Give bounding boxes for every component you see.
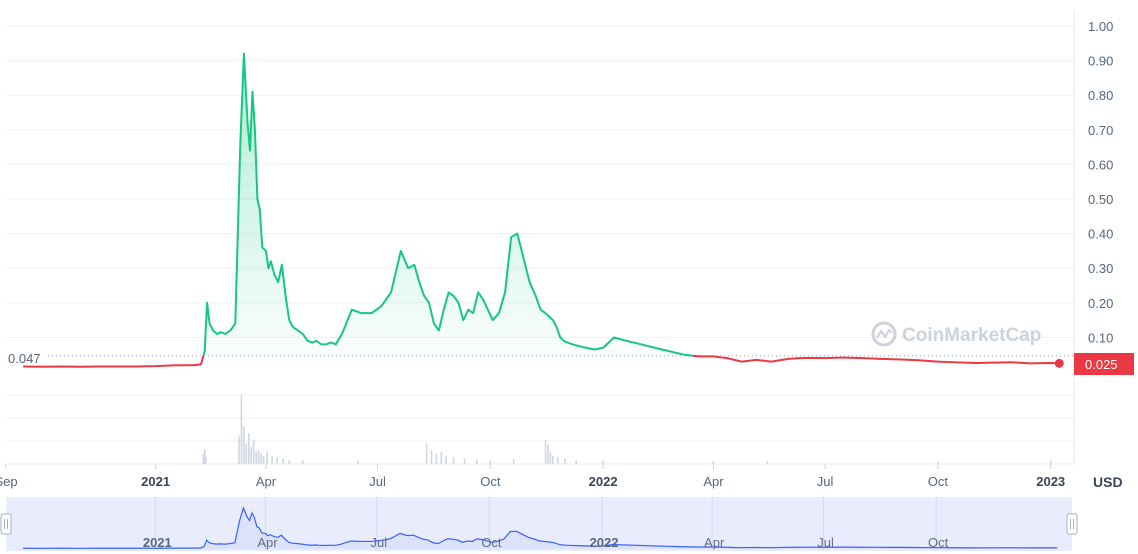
- x-tick-label: Oct: [480, 474, 501, 489]
- y-tick-label: 0.50: [1088, 192, 1113, 207]
- y-axis-ticks: 1.00 0.90 0.80 0.70 0.60 0.50 0.40 0.30 0.20 0.10: [1088, 19, 1113, 345]
- volume-bar: [245, 443, 248, 464]
- navigator-grid: [154, 497, 937, 551]
- y-tick-label: 0.90: [1088, 54, 1113, 69]
- navigator-selection[interactable]: [6, 497, 1072, 551]
- volume-bar: [301, 460, 304, 464]
- x-tick-label: Jul: [817, 474, 834, 489]
- volume-bar: [271, 455, 273, 464]
- volume-bar: [260, 453, 262, 464]
- watermark-text: CoinMarketCap: [902, 325, 1041, 346]
- volume-bar: [240, 395, 243, 464]
- volume-bar: [288, 459, 291, 464]
- x-tick-label: 2021: [141, 474, 170, 489]
- y-tick-label: 0.30: [1088, 261, 1113, 276]
- volume-bar: [243, 426, 245, 464]
- price-line-above-reference: [202, 52, 694, 357]
- y-tick-label: 0.40: [1088, 227, 1113, 242]
- y-tick-label: 0.80: [1088, 88, 1113, 103]
- navigator-area: [23, 508, 1058, 549]
- volume-bar: [276, 457, 278, 464]
- price-line-below-reference: [23, 354, 1060, 368]
- volume-bar: [205, 457, 207, 464]
- volume-bar: [463, 458, 466, 464]
- navigator-tick-label: Jul: [371, 535, 388, 550]
- volume-bars: [202, 395, 1052, 464]
- navigator-tick-label: 2021: [143, 535, 172, 550]
- volume-bar: [544, 439, 547, 464]
- x-tick-label: Apr: [703, 474, 724, 489]
- volume-bar: [556, 457, 559, 464]
- volume-bar: [266, 451, 268, 464]
- navigator-handle-right[interactable]: [1066, 513, 1078, 535]
- volume-bar: [202, 453, 205, 464]
- y-tick-label: 0.20: [1088, 296, 1113, 311]
- reference-line-label: 0.047: [8, 351, 41, 366]
- volume-bar: [476, 459, 478, 464]
- volume-bar: [255, 451, 257, 464]
- navigator-tick-label: Apr: [257, 535, 278, 550]
- volume-bar: [937, 461, 939, 464]
- volume-bar: [430, 450, 433, 464]
- navigator-tick-label: Oct: [928, 535, 949, 550]
- x-axis-ticks: Sep 2021 Apr Jul Oct 2022 Apr Jul Oct 2023: [0, 464, 1065, 489]
- navigator-tick-label: Jul: [817, 535, 834, 550]
- navigator[interactable]: 2021 Apr Jul Oct 2022 Apr Jul Oct: [0, 497, 1078, 551]
- y-tick-label: 0.60: [1088, 157, 1113, 172]
- volume-bar: [357, 460, 359, 464]
- volume-bar: [440, 451, 443, 464]
- volume-bar: [452, 457, 455, 464]
- volume-bar: [712, 461, 715, 464]
- volume-bar: [247, 432, 250, 464]
- volume-bar: [238, 436, 240, 464]
- volume-bar: [282, 458, 284, 464]
- volume-bar: [489, 460, 492, 464]
- volume-bar: [257, 450, 260, 464]
- x-tick-label: Apr: [256, 474, 277, 489]
- volume-bar: [250, 446, 253, 464]
- navigator-tick-label: Apr: [704, 535, 725, 550]
- volume-bar: [552, 455, 554, 464]
- grid: [6, 10, 1075, 465]
- y-tick-label: 0.70: [1088, 123, 1113, 138]
- volume-bar: [602, 460, 604, 464]
- navigator-tick-label: Oct: [481, 535, 502, 550]
- y-tick-label: 0.10: [1088, 330, 1113, 345]
- volume-bar: [766, 461, 769, 464]
- x-tick-label: 2023: [1036, 474, 1065, 489]
- volume-bar: [262, 455, 265, 464]
- x-tick-label: 2022: [589, 474, 618, 489]
- navigator-line: [23, 506, 1058, 549]
- volume-bar: [549, 451, 552, 464]
- volume-bar: [425, 443, 428, 464]
- volume-bar: [575, 459, 577, 464]
- coinmarketcap-logo-icon: [871, 321, 897, 347]
- volume-bar: [547, 444, 549, 464]
- volume-bar: [252, 439, 255, 464]
- unit-label: USD: [1093, 474, 1123, 490]
- volume-bar: [203, 448, 206, 464]
- navigator-tick-label: 2022: [590, 535, 619, 550]
- volume-bar: [1049, 460, 1052, 464]
- navigator-ticks: 2021 Apr Jul Oct 2022 Apr Jul Oct: [143, 535, 949, 550]
- volume-bar: [445, 455, 447, 464]
- x-tick-label: Oct: [928, 474, 949, 489]
- volume-bar: [435, 453, 438, 464]
- current-price-marker: [1054, 358, 1064, 368]
- x-tick-label: Jul: [369, 474, 386, 489]
- navigator-handle-left[interactable]: [0, 513, 12, 535]
- x-tick-label: Sep: [0, 474, 18, 489]
- current-price-badge: 0.025: [1074, 353, 1134, 375]
- current-price-badge-bg: [1074, 353, 1134, 375]
- y-tick-label: 1.00: [1088, 19, 1113, 34]
- current-price-label: 0.025: [1085, 357, 1118, 372]
- watermark: CoinMarketCap: [871, 321, 1041, 347]
- volume-bar: [564, 458, 566, 464]
- volume-bar: [512, 458, 515, 464]
- price-area-fill: [204, 53, 685, 356]
